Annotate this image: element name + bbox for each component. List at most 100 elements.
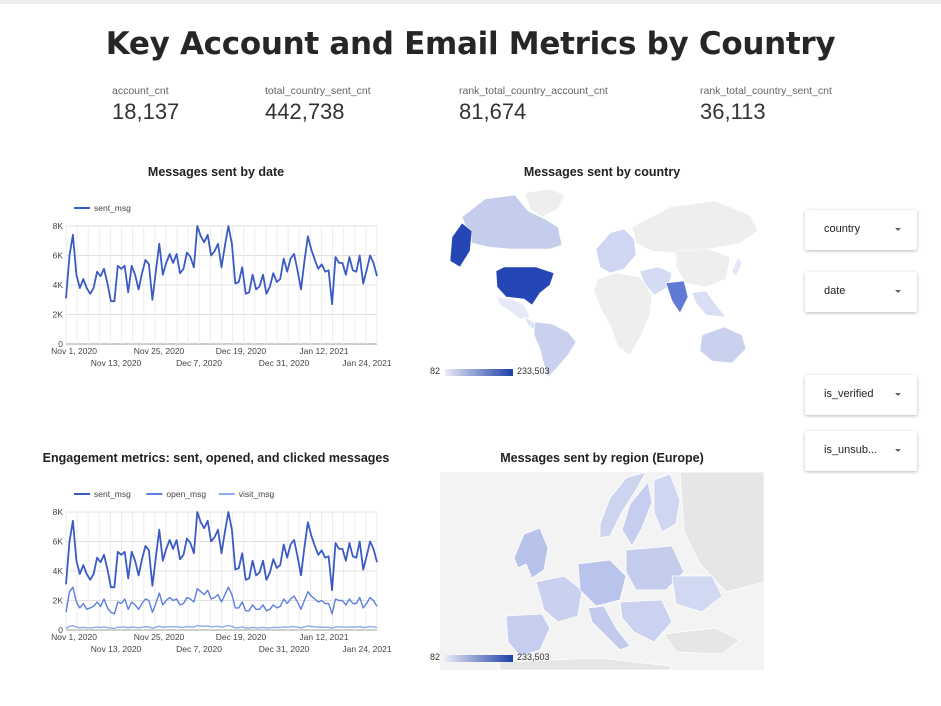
scale-gradient xyxy=(445,655,513,662)
map-china xyxy=(675,248,731,288)
engagement-metrics-chart[interactable]: 0 2K 4K 6K 8K Nov 1, 2020 Nov 25, 2020 Dec 19, … xyxy=(40,478,400,668)
x-tick-label: Dec 31, 2020 xyxy=(259,358,310,368)
world-map[interactable] xyxy=(440,187,764,378)
filter-country[interactable]: country xyxy=(805,210,917,250)
map-russia xyxy=(631,200,759,254)
map-africa xyxy=(593,272,653,356)
x-tick-label: Dec 7, 2020 xyxy=(176,644,222,654)
map-ukraine xyxy=(671,575,723,613)
y-tick-label: 8K xyxy=(53,507,64,517)
scorecard-label: account_cnt xyxy=(112,85,169,97)
dropdown-caret-icon xyxy=(895,449,901,452)
map-india xyxy=(665,280,689,314)
scale-min-label: 82 xyxy=(430,652,441,662)
map-usa xyxy=(495,266,555,306)
y-tick-label: 0 xyxy=(58,339,63,349)
map-mexico xyxy=(495,296,531,320)
map-canada xyxy=(461,194,563,250)
map-color-scale-europe: 82 233,503 xyxy=(430,652,590,664)
map-turkey xyxy=(663,627,741,655)
filter-label: country xyxy=(824,223,861,235)
x-tick-label: Dec 19, 2020 xyxy=(216,632,267,642)
y-tick-label: 6K xyxy=(53,251,64,261)
map-greenland xyxy=(524,188,566,218)
europe-map[interactable] xyxy=(440,471,765,671)
scorecard-rank-total-country-sent-cnt[interactable]: rank_total_country_sent_cnt 36,113 xyxy=(700,85,832,125)
scorecard-value: 36,113 xyxy=(700,99,766,124)
chart-title-engagement-metrics: Engagement metrics: sent, opened, and cl… xyxy=(42,451,390,465)
y-tick-label: 8K xyxy=(53,221,64,231)
x-tick-label: Nov 25, 2020 xyxy=(134,346,185,356)
map-germany-central xyxy=(577,559,627,607)
messages-by-date-chart[interactable]: 0 2K 4K 6K 8K Nov 1, 2020 Nov 25, 2020 Dec 19, … xyxy=(40,192,400,382)
scorecard-value: 81,674 xyxy=(459,99,527,124)
x-tick-label: Nov 13, 2020 xyxy=(91,644,142,654)
filter-is-unsubscribed[interactable]: is_unsub... xyxy=(805,431,917,471)
scale-max-label: 233,503 xyxy=(517,366,550,376)
filter-label: date xyxy=(824,285,846,297)
map-southeast-asia xyxy=(691,290,727,318)
map-title-europe: Messages sent by region (Europe) xyxy=(500,451,704,465)
map-alaska xyxy=(449,222,473,268)
y-tick-label: 4K xyxy=(53,280,64,290)
scorecard-label: rank_total_country_sent_cnt xyxy=(700,85,832,97)
x-tick-label: Dec 31, 2020 xyxy=(259,644,310,654)
x-tick-label: Jan 12, 2021 xyxy=(299,632,348,642)
scorecard-label: total_country_sent_cnt xyxy=(265,85,371,97)
scorecard-value: 442,738 xyxy=(265,99,345,124)
series-line-sent_msg[interactable] xyxy=(65,225,378,306)
map-france xyxy=(535,575,583,623)
map-south-america xyxy=(533,321,577,378)
y-tick-label: 2K xyxy=(53,596,64,606)
x-tick-label: Nov 25, 2020 xyxy=(134,632,185,642)
scorecard-account-cnt[interactable]: account_cnt 18,137 xyxy=(112,85,179,125)
x-tick-label: Nov 13, 2020 xyxy=(91,358,142,368)
filter-date[interactable]: date xyxy=(805,272,917,312)
x-tick-label: Jan 24, 2021 xyxy=(342,644,391,654)
scorecard-value: 18,137 xyxy=(112,99,180,124)
map-italy xyxy=(587,605,631,651)
dropdown-caret-icon xyxy=(895,290,901,293)
map-poland-baltics xyxy=(625,545,685,591)
x-tick-label: Jan 24, 2021 xyxy=(342,358,391,368)
y-tick-label: 2K xyxy=(53,310,64,320)
map-balkans xyxy=(619,599,673,643)
series-line-visit_msg[interactable] xyxy=(65,624,378,630)
x-tick-label: Jan 12, 2021 xyxy=(299,346,348,356)
legend-label: sent_msg xyxy=(94,203,131,213)
legend-label: open_msg xyxy=(166,489,206,499)
series-line-open_msg[interactable] xyxy=(65,586,378,615)
y-tick-label: 0 xyxy=(58,625,63,635)
series-line-sent_msg[interactable] xyxy=(65,511,378,592)
legend-label: visit_msg xyxy=(239,489,275,499)
legend-label: sent_msg xyxy=(94,489,131,499)
world-map-graphic xyxy=(449,188,759,378)
page-title: Key Account and Email Metrics by Country xyxy=(105,26,836,62)
map-uk-ireland xyxy=(513,527,549,579)
scorecard-total-country-sent-cnt[interactable]: total_country_sent_cnt 442,738 xyxy=(265,85,371,125)
europe-map-graphic xyxy=(440,471,765,671)
map-finland xyxy=(653,473,681,533)
scale-max-label: 233,503 xyxy=(517,652,550,662)
map-iberia xyxy=(505,613,551,657)
x-tick-label: Dec 19, 2020 xyxy=(216,346,267,356)
map-color-scale: 82 233,503 xyxy=(430,366,590,378)
scorecard-rank-total-country-account-cnt[interactable]: rank_total_country_account_cnt 81,674 xyxy=(459,85,608,125)
map-north-africa xyxy=(499,657,671,671)
map-norway xyxy=(599,471,647,539)
scale-min-label: 82 xyxy=(430,366,441,376)
map-japan xyxy=(731,256,743,278)
map-title-by-country: Messages sent by country xyxy=(523,165,681,179)
scale-gradient xyxy=(445,369,513,376)
map-sweden xyxy=(621,481,653,547)
chart-title-messages-by-date: Messages sent by date xyxy=(147,165,285,179)
y-tick-label: 4K xyxy=(53,566,64,576)
top-border xyxy=(0,0,941,4)
y-tick-label: 6K xyxy=(53,537,64,547)
map-australia xyxy=(699,326,747,364)
filter-label: is_unsub... xyxy=(824,444,878,456)
x-tick-label: Nov 1, 2020 xyxy=(51,346,97,356)
map-europe xyxy=(595,228,637,274)
x-tick-label: Nov 1, 2020 xyxy=(51,632,97,642)
filter-is-verified[interactable]: is_verified xyxy=(805,375,917,415)
